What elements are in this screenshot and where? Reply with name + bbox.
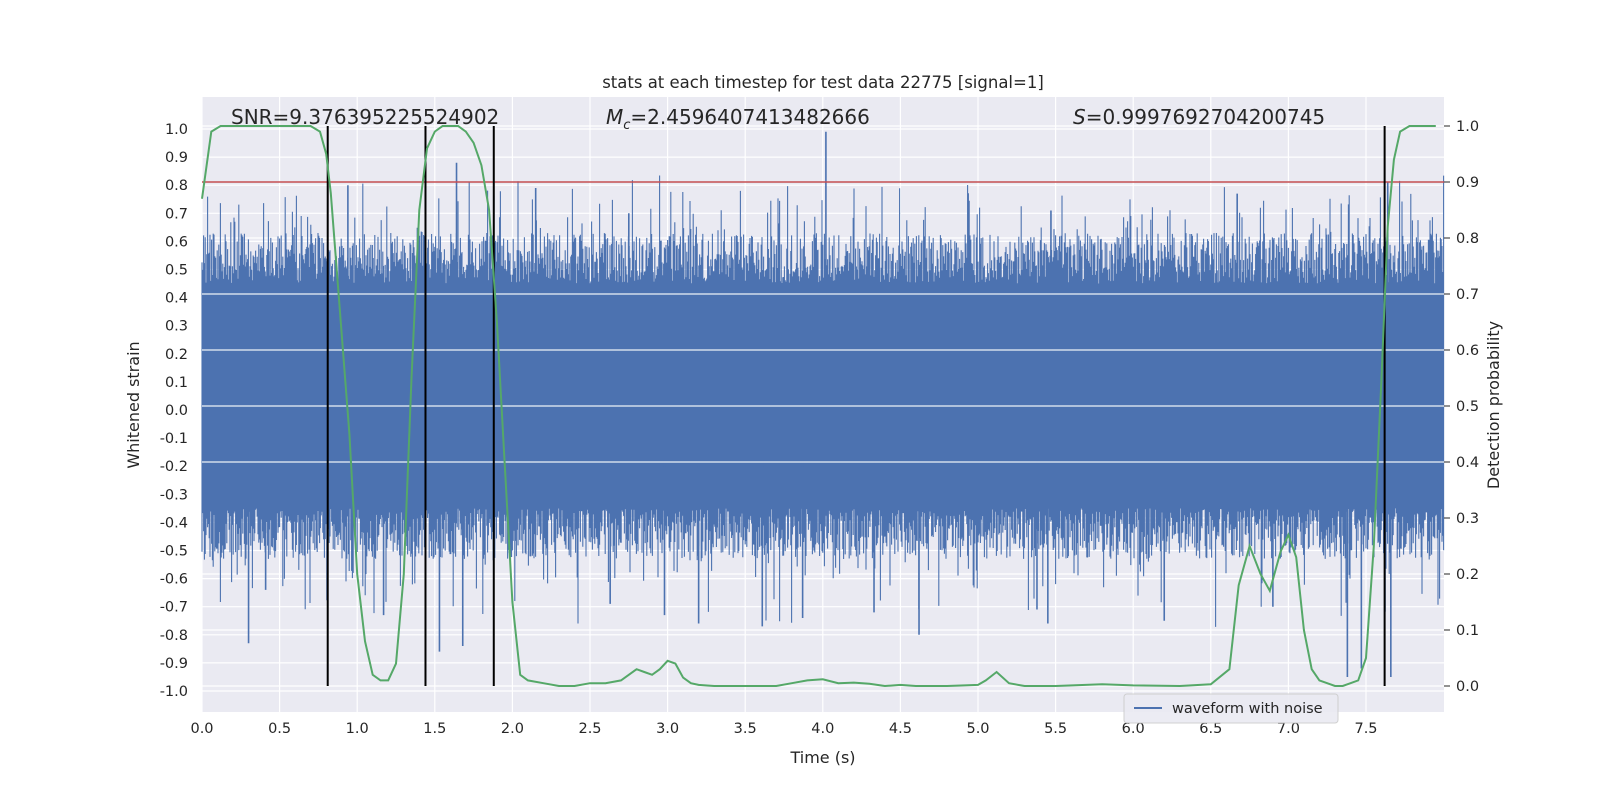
x-tick-label: 4.0: [811, 721, 834, 737]
significance-value: =0.9997692704200745: [1086, 105, 1325, 129]
y2-tick-label: 1.0: [1456, 119, 1479, 135]
y-tick-label: 0.2: [165, 347, 188, 363]
y-tick-label: -0.1: [160, 431, 188, 447]
x-tick-label: 4.5: [889, 721, 912, 737]
y2-tick-label: 0.8: [1456, 231, 1479, 247]
chart-title: stats at each timestep for test data 227…: [602, 73, 1044, 92]
y2-tick-label: 0.2: [1456, 567, 1479, 583]
x-tick-label: 3.0: [656, 721, 679, 737]
legend-entry-waveform: waveform with noise: [1172, 701, 1323, 717]
y2-tick-label: 0.3: [1456, 511, 1479, 527]
y-tick-label: 0.4: [165, 291, 188, 307]
chirp-mass-annotation: Mc=2.4596407413482666: [606, 105, 870, 133]
y-tick-label: -0.3: [160, 487, 188, 503]
significance-annotation: S=0.9997692704200745: [1073, 105, 1325, 129]
x-tick-label: 1.5: [423, 721, 446, 737]
y2-tick-label: 0.4: [1456, 455, 1479, 471]
y2-tick-label: 0.6: [1456, 343, 1479, 359]
y-tick-label: -0.2: [160, 459, 188, 475]
y2-tick-label: 0.9: [1456, 175, 1479, 191]
y-tick-label: -0.7: [160, 600, 188, 616]
y-tick-label: 0.7: [165, 206, 188, 222]
strain-core: [202, 354, 1444, 466]
legend: waveform with noise: [1124, 694, 1338, 723]
chirp-mass-value: =2.4596407413482666: [630, 105, 869, 129]
x-axis-label: Time (s): [789, 748, 855, 767]
chirp-mass-subscript: c: [623, 118, 630, 133]
y-axis-label: Whitened strain: [124, 341, 143, 468]
snr-annotation: SNR=9.376395225524902: [231, 105, 499, 129]
y-tick-label: 0.8: [165, 178, 188, 194]
y-tick-label: -0.8: [160, 628, 188, 644]
y-tick-label: -0.9: [160, 656, 188, 672]
x-tick-label: 5.5: [1044, 721, 1067, 737]
x-tick-label: 0.0: [190, 721, 213, 737]
chirp-mass-symbol: M: [606, 105, 623, 129]
y-tick-label: -0.5: [160, 544, 188, 560]
y-tick-label: -0.6: [160, 572, 188, 588]
x-tick-label: 3.5: [734, 721, 757, 737]
y2-tick-label: 0.0: [1456, 679, 1479, 695]
x-tick-label: 0.5: [268, 721, 291, 737]
y-tick-label: -1.0: [160, 684, 188, 700]
x-tick-label: 5.0: [966, 721, 989, 737]
y-tick-label: 0.1: [165, 375, 188, 391]
y-tick-label: 0.0: [165, 403, 188, 419]
y-tick-label: 0.3: [165, 319, 188, 335]
y-tick-label: 0.9: [165, 150, 188, 166]
y-tick-label: 0.5: [165, 263, 188, 279]
x-tick-label: 7.5: [1354, 721, 1377, 737]
y2-tick-label: 0.5: [1456, 399, 1479, 415]
x-tick-label: 2.0: [501, 721, 524, 737]
y2-tick-label: 0.7: [1456, 287, 1479, 303]
y-tick-label: -0.4: [160, 515, 188, 531]
y-tick-label: 1.0: [165, 122, 188, 138]
x-tick-label: 2.5: [578, 721, 601, 737]
y2-tick-label: 0.1: [1456, 623, 1479, 639]
y-tick-label: 0.6: [165, 234, 188, 250]
x-tick-label: 1.0: [346, 721, 369, 737]
y2-axis-label: Detection probability: [1484, 321, 1503, 489]
significance-symbol: S: [1073, 105, 1086, 129]
